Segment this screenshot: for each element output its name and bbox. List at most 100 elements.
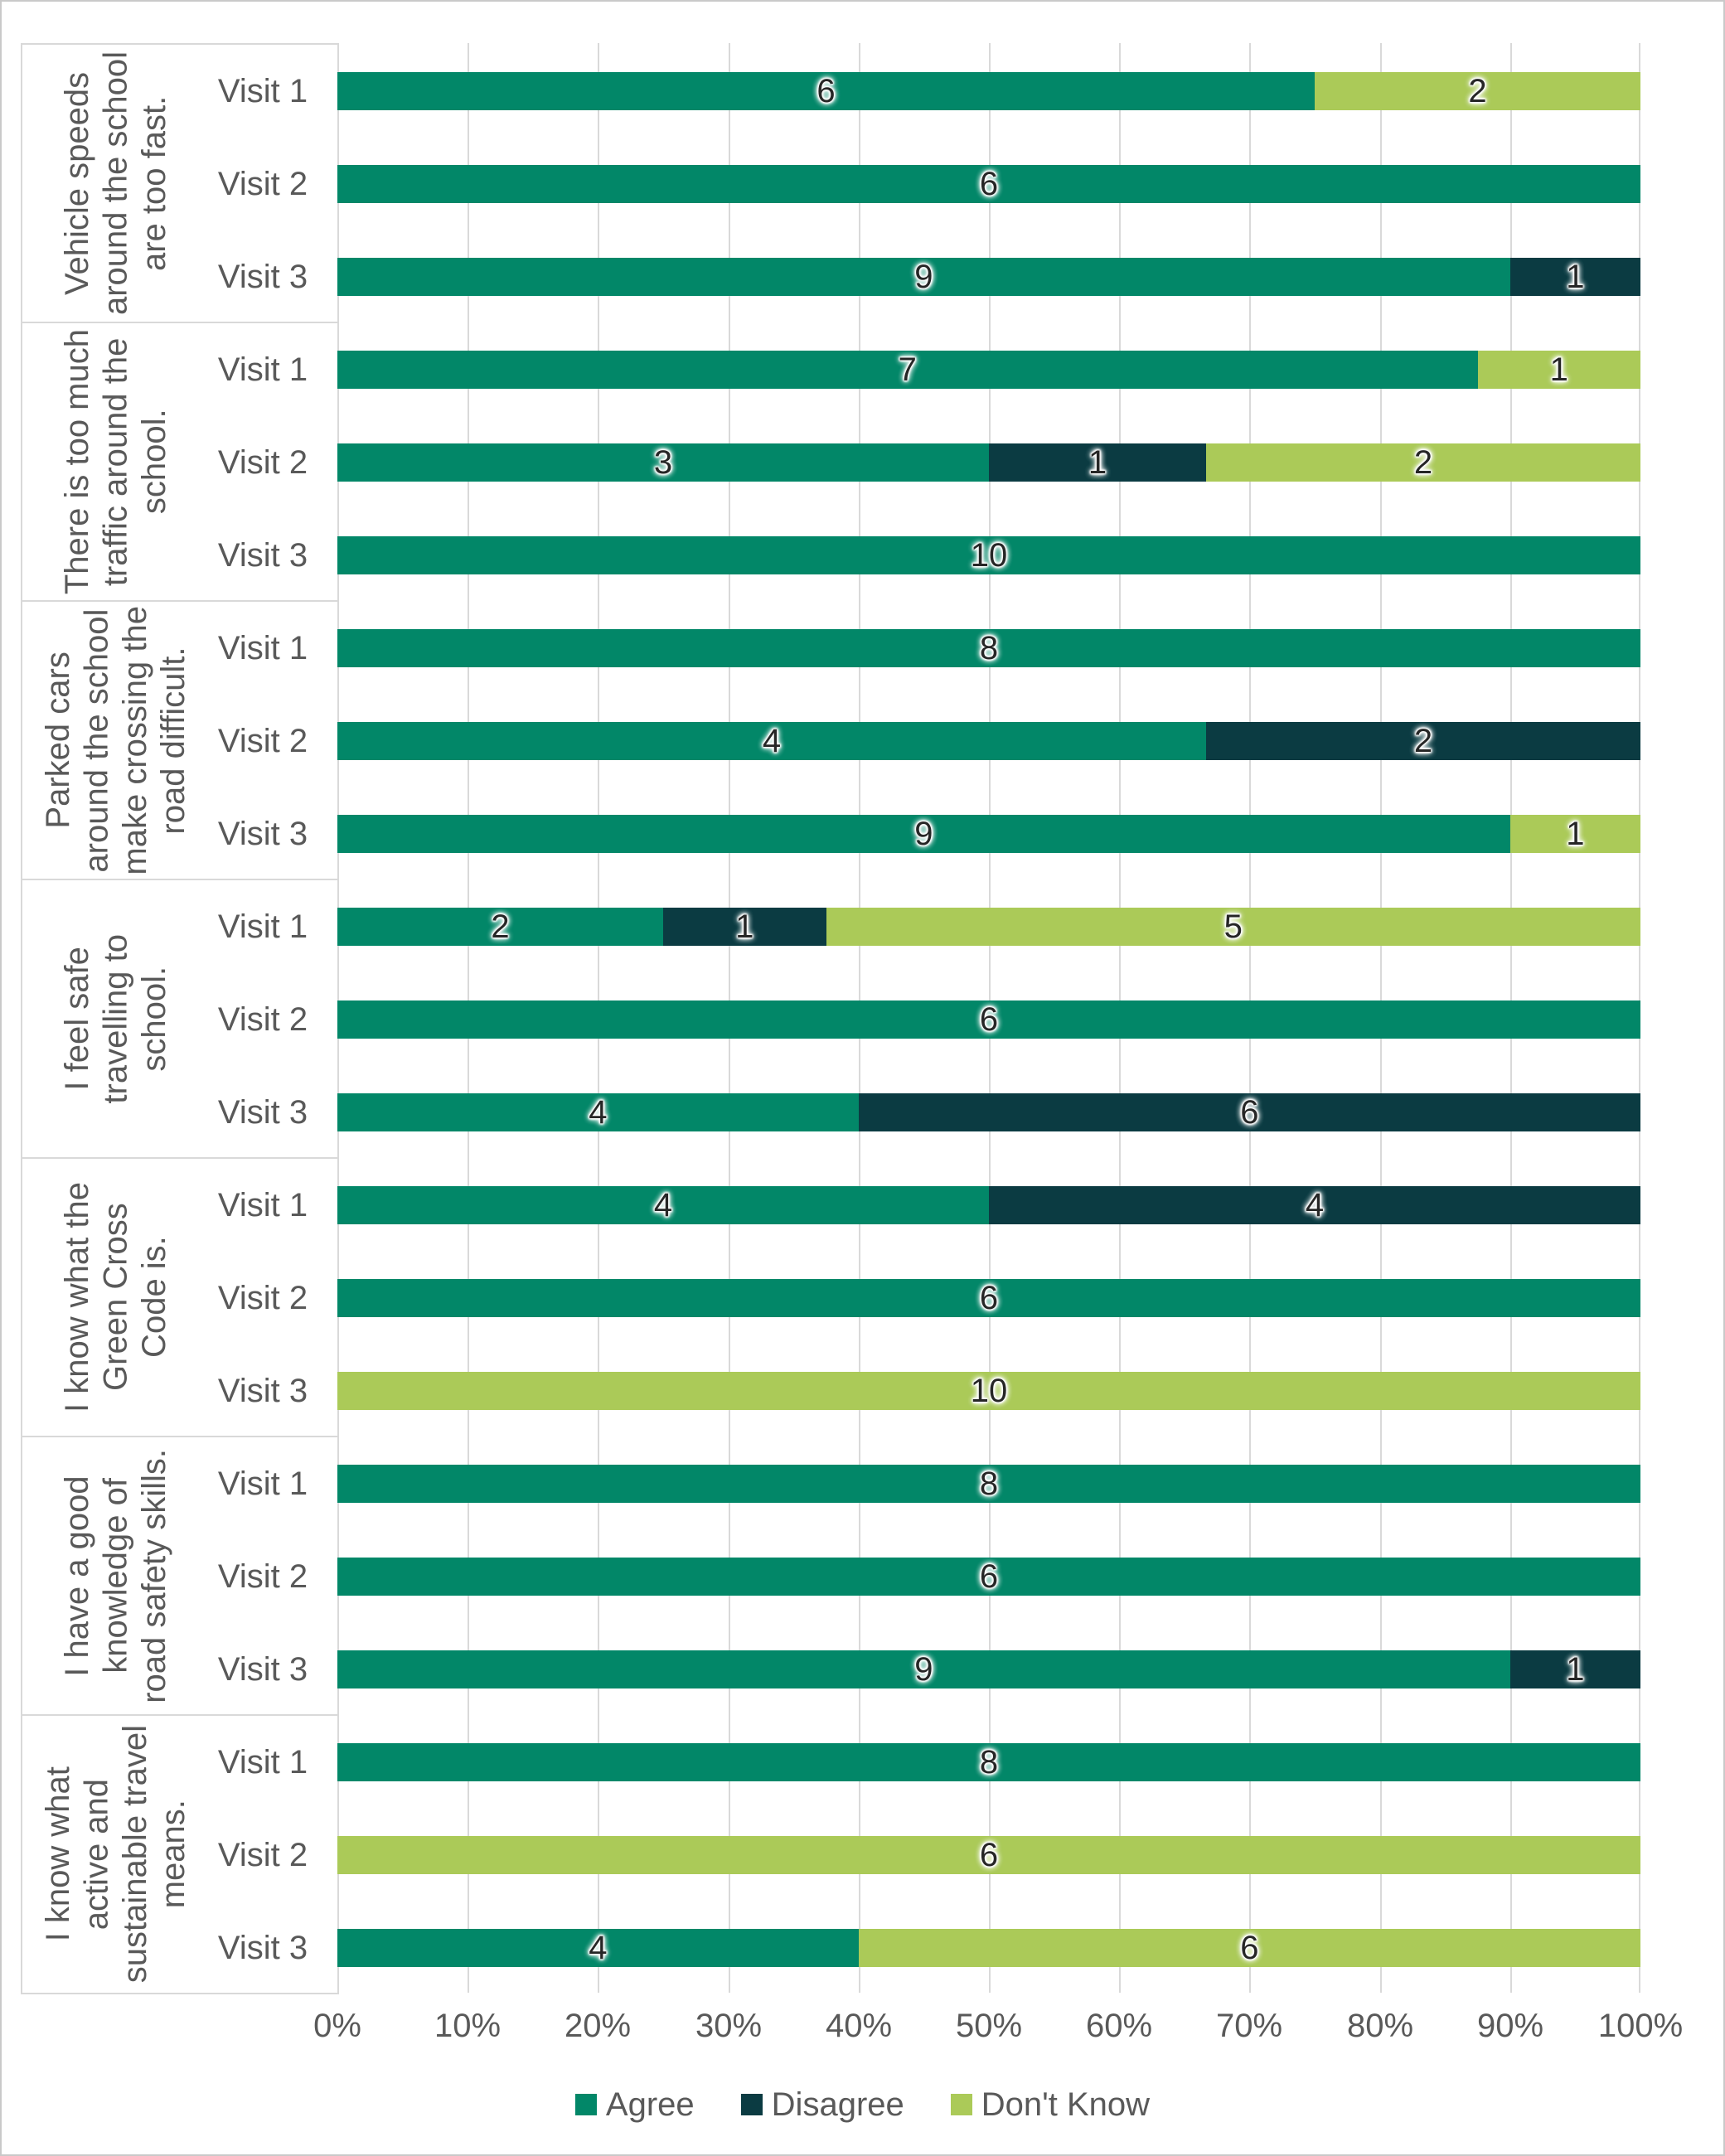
x-tick-label: 30% bbox=[695, 2008, 763, 2044]
bar-value-label: 2 bbox=[1413, 722, 1433, 759]
bar-row: 8 bbox=[337, 1743, 1640, 1781]
stacked-bar: 2 1 5 bbox=[337, 908, 1640, 946]
bar-row: 6 bbox=[337, 1836, 1640, 1874]
bar-value-label: 2 bbox=[1413, 443, 1433, 481]
bar-value-label: 9 bbox=[914, 815, 933, 852]
bar-segment-agree: 8 bbox=[337, 1465, 1640, 1503]
visit-label-column: Visit 1 Visit 2 Visit 3 bbox=[210, 45, 339, 322]
bar-row: 8 bbox=[337, 1465, 1640, 1503]
x-tick-label: 60% bbox=[1085, 2008, 1153, 2044]
bar-value-label: 6 bbox=[979, 1558, 999, 1595]
x-axis: 0% 10% 20% 30% 40% 50% 60% 70% 80% 90% 100% bbox=[313, 1993, 1683, 2059]
legend-swatch-disagree bbox=[740, 2094, 763, 2115]
bar-segment-agree: 2 bbox=[337, 908, 663, 946]
legend-label: Agree bbox=[605, 2086, 695, 2123]
group-label-cell: Parked cars around the school make cross… bbox=[22, 602, 210, 879]
stacked-bar: 8 bbox=[337, 1465, 1640, 1503]
bar-segment-agree: 8 bbox=[337, 1743, 1640, 1781]
bar-row: 10 bbox=[337, 536, 1640, 574]
visit-label: Visit 3 bbox=[217, 1094, 308, 1131]
visit-label: Visit 1 bbox=[217, 1466, 308, 1502]
bar-value-label: 9 bbox=[914, 1650, 933, 1688]
visit-label-column: Visit 1 Visit 2 Visit 3 bbox=[210, 880, 339, 1157]
bar-value-label: 6 bbox=[979, 1279, 999, 1316]
visit-label: Visit 1 bbox=[217, 351, 308, 388]
group-label: I know what the Green Cross Code is. bbox=[59, 1182, 173, 1412]
group-label: I have a good knowledge of road safety s… bbox=[59, 1448, 173, 1703]
stacked-bar: 10 bbox=[337, 1372, 1640, 1410]
group-label: I feel safe travelling to school. bbox=[59, 933, 173, 1104]
bar-segment-agree: 10 bbox=[337, 536, 1640, 574]
visit-label-column: Visit 1 Visit 2 Visit 3 bbox=[210, 1159, 339, 1436]
group-label: I know what active and sustainable trave… bbox=[40, 1725, 192, 1984]
bar-segment-disagree: 6 bbox=[858, 1093, 1640, 1131]
x-tick-label: 10% bbox=[434, 2008, 502, 2044]
bar-value-label: 4 bbox=[589, 1093, 608, 1131]
visit-label: Visit 2 bbox=[217, 1837, 308, 1873]
visit-label: Visit 1 bbox=[217, 1187, 308, 1223]
bar-value-label: 10 bbox=[970, 1372, 1008, 1409]
group-label-cell: I feel safe travelling to school. bbox=[22, 880, 210, 1157]
bar-segment-disagree: 1 bbox=[663, 908, 826, 946]
bar-segment-agree: 4 bbox=[337, 1929, 859, 1967]
stacked-bar: 3 1 2 bbox=[337, 443, 1640, 482]
visit-label: Visit 2 bbox=[217, 1280, 308, 1316]
bar-row: 6 bbox=[337, 1000, 1640, 1039]
bar-value-label: 2 bbox=[491, 908, 510, 945]
bar-value-label: 1 bbox=[1088, 443, 1107, 481]
bar-segment-agree: 3 bbox=[337, 443, 989, 482]
bar-segment-don-t-know: 2 bbox=[1205, 443, 1640, 482]
bar-row: 2 1 5 bbox=[337, 908, 1640, 946]
group-label-cell: Vehicle speeds around the school are too… bbox=[22, 45, 210, 322]
bar-segment-agree: 6 bbox=[337, 1279, 1640, 1317]
bar-value-label: 6 bbox=[816, 72, 836, 109]
bar-segment-don-t-know: 10 bbox=[337, 1372, 1640, 1410]
bar-value-label: 4 bbox=[653, 1186, 673, 1223]
bar-segment-disagree: 1 bbox=[989, 443, 1206, 482]
legend-item-agree: Agree bbox=[574, 2086, 695, 2124]
visit-label: Visit 3 bbox=[217, 1651, 308, 1688]
bar-value-label: 1 bbox=[1566, 258, 1585, 295]
category-group: Vehicle speeds around the school are too… bbox=[22, 43, 339, 322]
x-tick-label: 90% bbox=[1476, 2008, 1544, 2044]
visit-label: Visit 1 bbox=[217, 1744, 308, 1781]
stacked-bar: 8 bbox=[337, 1743, 1640, 1781]
visit-label: Visit 2 bbox=[217, 1558, 308, 1595]
bar-row: 6 bbox=[337, 165, 1640, 203]
visit-label-column: Visit 1 Visit 2 Visit 3 bbox=[210, 1716, 339, 1993]
bar-value-label: 8 bbox=[979, 629, 999, 666]
group-label: There is too much traffic around the sch… bbox=[59, 328, 173, 595]
bar-value-label: 8 bbox=[979, 1743, 999, 1781]
visit-label-column: Visit 1 Visit 2 Visit 3 bbox=[210, 602, 339, 879]
category-group: Parked cars around the school make cross… bbox=[22, 600, 339, 879]
stacked-bar: 8 bbox=[337, 629, 1640, 667]
bar-segment-disagree: 2 bbox=[1205, 722, 1640, 760]
bar-value-label: 2 bbox=[1468, 72, 1487, 109]
bar-segment-agree: 4 bbox=[337, 1093, 859, 1131]
bar-segment-don-t-know: 1 bbox=[1477, 351, 1640, 389]
x-tick-label: 40% bbox=[825, 2008, 893, 2044]
bar-segment-agree: 9 bbox=[337, 258, 1510, 296]
bar-segment-agree: 8 bbox=[337, 629, 1640, 667]
category-group: I know what the Green Cross Code is. Visi… bbox=[22, 1157, 339, 1436]
visit-label: Visit 3 bbox=[217, 1373, 308, 1409]
bar-segment-don-t-know: 5 bbox=[826, 908, 1640, 946]
visit-label: Visit 3 bbox=[217, 1930, 308, 1966]
legend-swatch-agree bbox=[574, 2094, 597, 2115]
visit-label: Visit 2 bbox=[217, 444, 308, 481]
bar-segment-don-t-know: 1 bbox=[1509, 815, 1640, 853]
stacked-bar: 6 bbox=[337, 1836, 1640, 1874]
legend-item-disagree: Disagree bbox=[740, 2086, 904, 2124]
visit-label: Visit 3 bbox=[217, 537, 308, 574]
x-tick-label: 20% bbox=[564, 2008, 632, 2044]
bar-value-label: 5 bbox=[1223, 908, 1243, 945]
